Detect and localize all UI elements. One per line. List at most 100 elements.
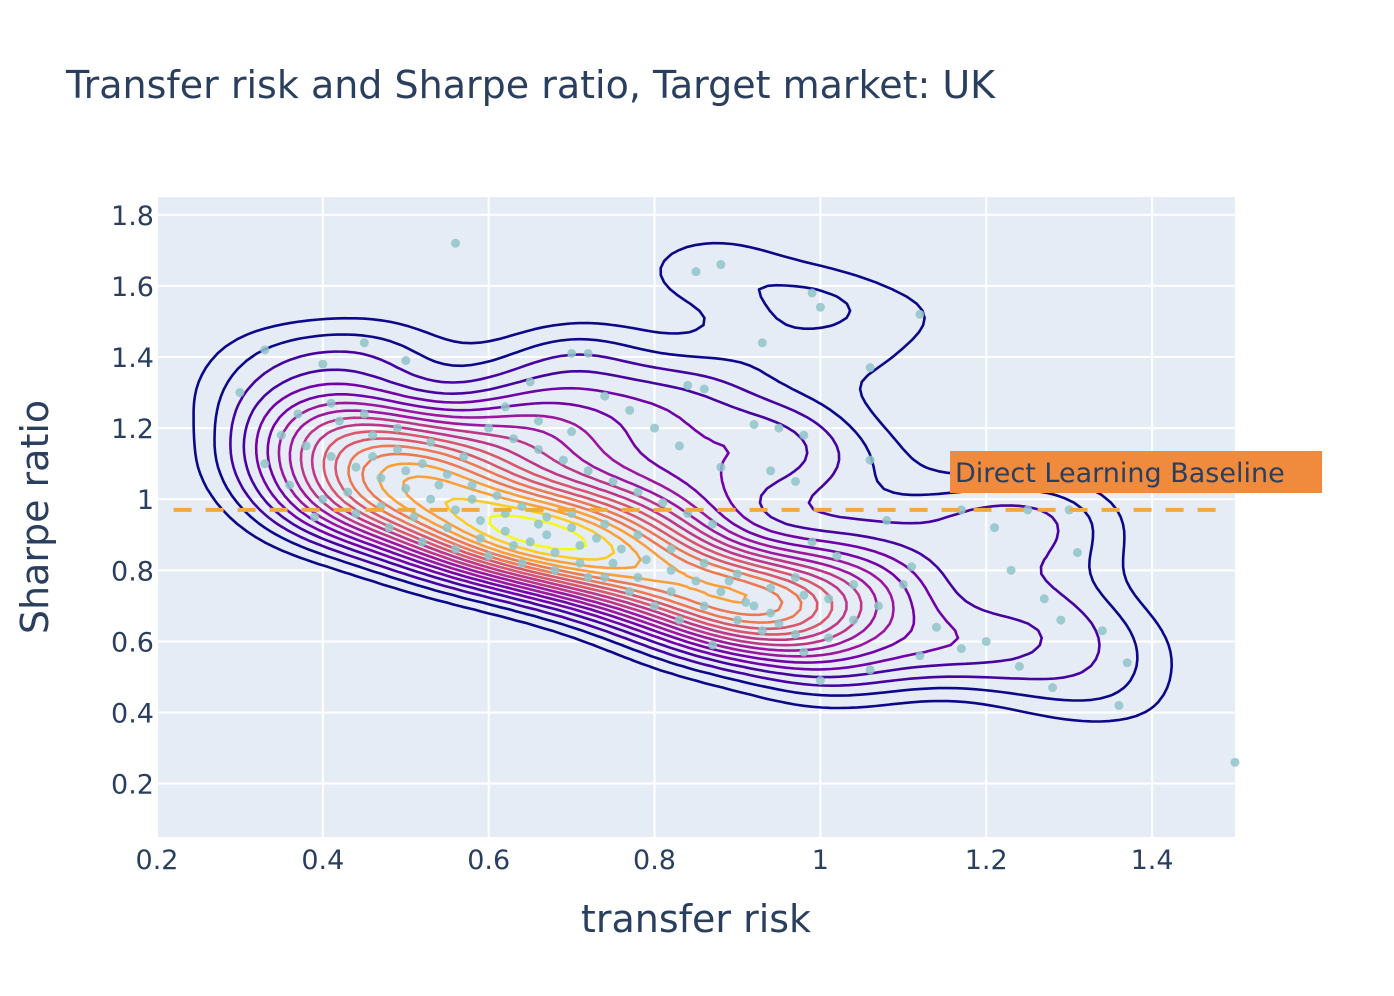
scatter-point [633,487,643,497]
scatter-point [791,629,801,639]
scatter-point [492,491,502,501]
scatter-point [674,615,684,625]
scatter-point [591,533,601,543]
scatter-point [260,345,270,355]
contour-line [361,452,784,617]
scatter-point [1006,565,1016,575]
scatter-point [716,462,726,472]
scatter-point [915,309,925,319]
scatter-point [741,597,751,607]
scatter-point [807,537,817,547]
scatter-point [293,409,303,419]
scatter-point [600,391,610,401]
scatter-point [533,444,543,454]
scatter-point [791,572,801,582]
contour-line [266,393,916,664]
scatter-point [409,512,419,522]
y-tick-label: 1 [137,485,154,516]
scatter-point [285,480,295,490]
baseline: Direct Learning Baseline [173,451,1322,512]
scatter-point [774,423,784,433]
scatter-point [981,636,991,646]
scatter-point [865,455,875,465]
scatter-point [368,430,378,440]
scatter-point [824,594,834,604]
scatter-point [907,562,917,572]
scatter-point [1230,757,1240,767]
scatter-point [990,523,1000,533]
scatter-points [235,238,1240,767]
scatter-point [301,441,311,451]
scatter-point [749,601,759,611]
scatter-point [608,476,618,486]
x-tick-label: 0.2 [136,845,179,876]
scatter-point [475,533,485,543]
scatter-point [500,526,510,536]
scatter-point [799,430,809,440]
contour-line [310,423,848,642]
scatter-point [392,423,402,433]
scatter-point [533,416,543,426]
scatter-point [683,380,693,390]
x-tick-label: 1.4 [1131,845,1174,876]
scatter-point [956,644,966,654]
scatter-point [625,587,635,597]
y-tick-label: 0.8 [111,556,154,587]
scatter-point [691,576,701,586]
scatter-point [442,523,452,533]
scatter-point [766,608,776,618]
scatter-point [426,437,436,447]
scatter-point [600,519,610,529]
scatter-point [434,480,444,490]
scatter-point [451,238,461,248]
density-contours [192,241,1173,723]
baseline-label: Direct Learning Baseline [955,458,1285,489]
scatter-point [1072,548,1082,558]
scatter-point [376,473,386,483]
scatter-point [459,452,469,462]
scatter-point [451,505,461,515]
scatter-point [699,384,709,394]
y-tick-label: 1.2 [111,414,154,445]
contour-line [347,444,803,624]
scatter-point [484,423,494,433]
scatter-point [774,619,784,629]
y-tick-label: 0.2 [111,770,154,801]
scatter-point [716,587,726,597]
scatter-point [567,427,577,437]
scatter-point [757,626,767,636]
chart-title: Transfer risk and Sharpe ratio, Target m… [65,63,996,107]
scatter-point [567,523,577,533]
scatter-point [815,676,825,686]
scatter-point [343,487,353,497]
scatter-point [716,260,726,270]
scatter-point [931,622,941,632]
scatter-point [509,540,519,550]
contour-line [242,368,1043,679]
scatter-point [708,640,718,650]
scatter-point [799,590,809,600]
scatter-point [334,416,344,426]
scatter-point [732,569,742,579]
scatter-point [666,544,676,554]
scatter-point [401,466,411,476]
y-tick-label: 0.4 [111,699,154,730]
scatter-point [633,530,643,540]
scatter-point [575,540,585,550]
scatter-point [732,615,742,625]
scatter-point [600,572,610,582]
scatter-point [542,512,552,522]
scatter-point [882,516,892,526]
x-tick-label: 0.8 [633,845,676,876]
scatter-point [310,512,320,522]
scatter-point [417,459,427,469]
scatter-point [1114,700,1124,710]
scatter-point [1122,658,1132,668]
scatter-point [724,576,734,586]
scatter-point [583,572,593,582]
scatter-point [475,516,485,526]
scatter-point [650,423,660,433]
scatter-point [799,647,809,657]
scatter-point [865,363,875,373]
